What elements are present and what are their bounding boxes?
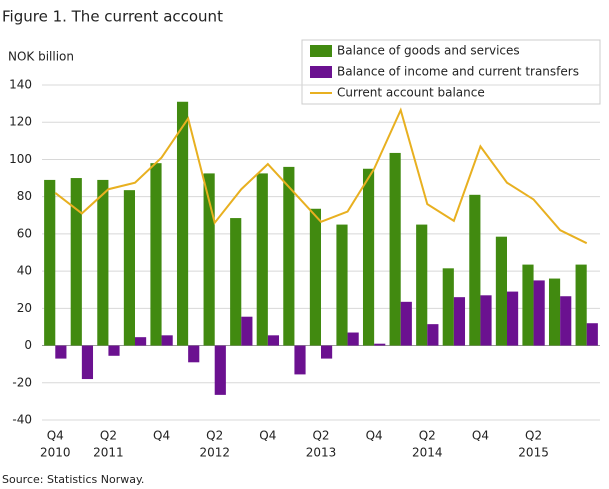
x-tick-year: 2013: [306, 446, 337, 460]
bar: [203, 173, 215, 346]
y-tick-label: -20: [12, 375, 32, 389]
bar: [469, 194, 481, 346]
legend-label: Balance of income and current transfers: [337, 65, 579, 79]
x-tick-label: Q4: [153, 429, 170, 443]
y-tick-label: 20: [17, 301, 32, 315]
bar: [241, 316, 253, 346]
y-tick-label: 40: [17, 264, 32, 278]
bar: [176, 101, 189, 346]
x-tick-label: Q2: [206, 429, 223, 443]
x-tick-label: Q4: [259, 429, 276, 443]
bar: [362, 168, 375, 346]
bar: [400, 301, 412, 346]
x-tick-year: 2015: [518, 446, 549, 460]
bar: [44, 179, 56, 346]
bar: [230, 218, 242, 346]
source: Source: Statistics Norway.: [2, 473, 144, 486]
x-tick-label: Q4: [366, 429, 383, 443]
bar: [522, 264, 534, 346]
legend-box: [301, 39, 601, 105]
x-tick-label: Q4: [472, 429, 489, 443]
x-tick-label: Q4: [47, 429, 64, 443]
y-tick-label: 80: [17, 189, 32, 203]
bar: [507, 291, 519, 346]
legend-swatch: [310, 66, 332, 78]
x-tick-year: 2014: [412, 446, 443, 460]
bar: [427, 324, 439, 346]
bar: [108, 345, 120, 356]
x-tick-label: Q2: [100, 429, 117, 443]
bar: [347, 332, 359, 346]
y-tick-label: 120: [9, 115, 32, 129]
y-axis-label: NOK billion: [8, 50, 74, 64]
bar: [560, 296, 572, 346]
bar: [97, 179, 109, 346]
bar: [453, 297, 466, 346]
bar: [336, 224, 348, 346]
bar: [135, 337, 147, 346]
y-tick-label: 60: [17, 226, 32, 240]
x-tick-label: Q2: [419, 429, 436, 443]
bar: [267, 335, 280, 346]
bar: [214, 345, 226, 395]
y-tick-label: 100: [9, 152, 32, 166]
bar: [321, 345, 333, 359]
x-tick-label: Q2: [312, 429, 329, 443]
line: [54, 107, 588, 245]
bar: [548, 278, 561, 346]
bar: [309, 208, 321, 346]
y-tick-label: 140: [9, 78, 32, 92]
bar: [256, 173, 268, 346]
bar: [586, 323, 598, 346]
bar: [416, 224, 428, 346]
legend-label: Current account balance: [337, 86, 485, 100]
bar: [575, 264, 587, 346]
bar: [150, 163, 162, 346]
bar: [480, 295, 492, 346]
bar: [123, 190, 135, 346]
x-tick-year: 2012: [199, 446, 230, 460]
bar: [294, 345, 306, 375]
bar: [55, 345, 67, 359]
x-tick-year: 2010: [40, 446, 71, 460]
bar: [442, 268, 454, 346]
bar: [533, 280, 545, 346]
bar: [495, 236, 507, 346]
bar: [389, 152, 401, 346]
x-tick-year: 2011: [93, 446, 124, 460]
bar: [161, 335, 173, 346]
chart-title: Figure 1. The current account: [2, 8, 223, 26]
legend-swatch: [310, 45, 332, 57]
bar: [374, 343, 386, 346]
legend-label: Balance of goods and services: [337, 44, 520, 58]
y-tick-label: -40: [12, 413, 32, 427]
x-tick-label: Q2: [525, 429, 542, 443]
y-tick-label: 0: [24, 338, 32, 352]
bar: [283, 166, 295, 346]
bar: [81, 345, 94, 380]
bar: [70, 178, 82, 346]
bar: [188, 345, 200, 363]
